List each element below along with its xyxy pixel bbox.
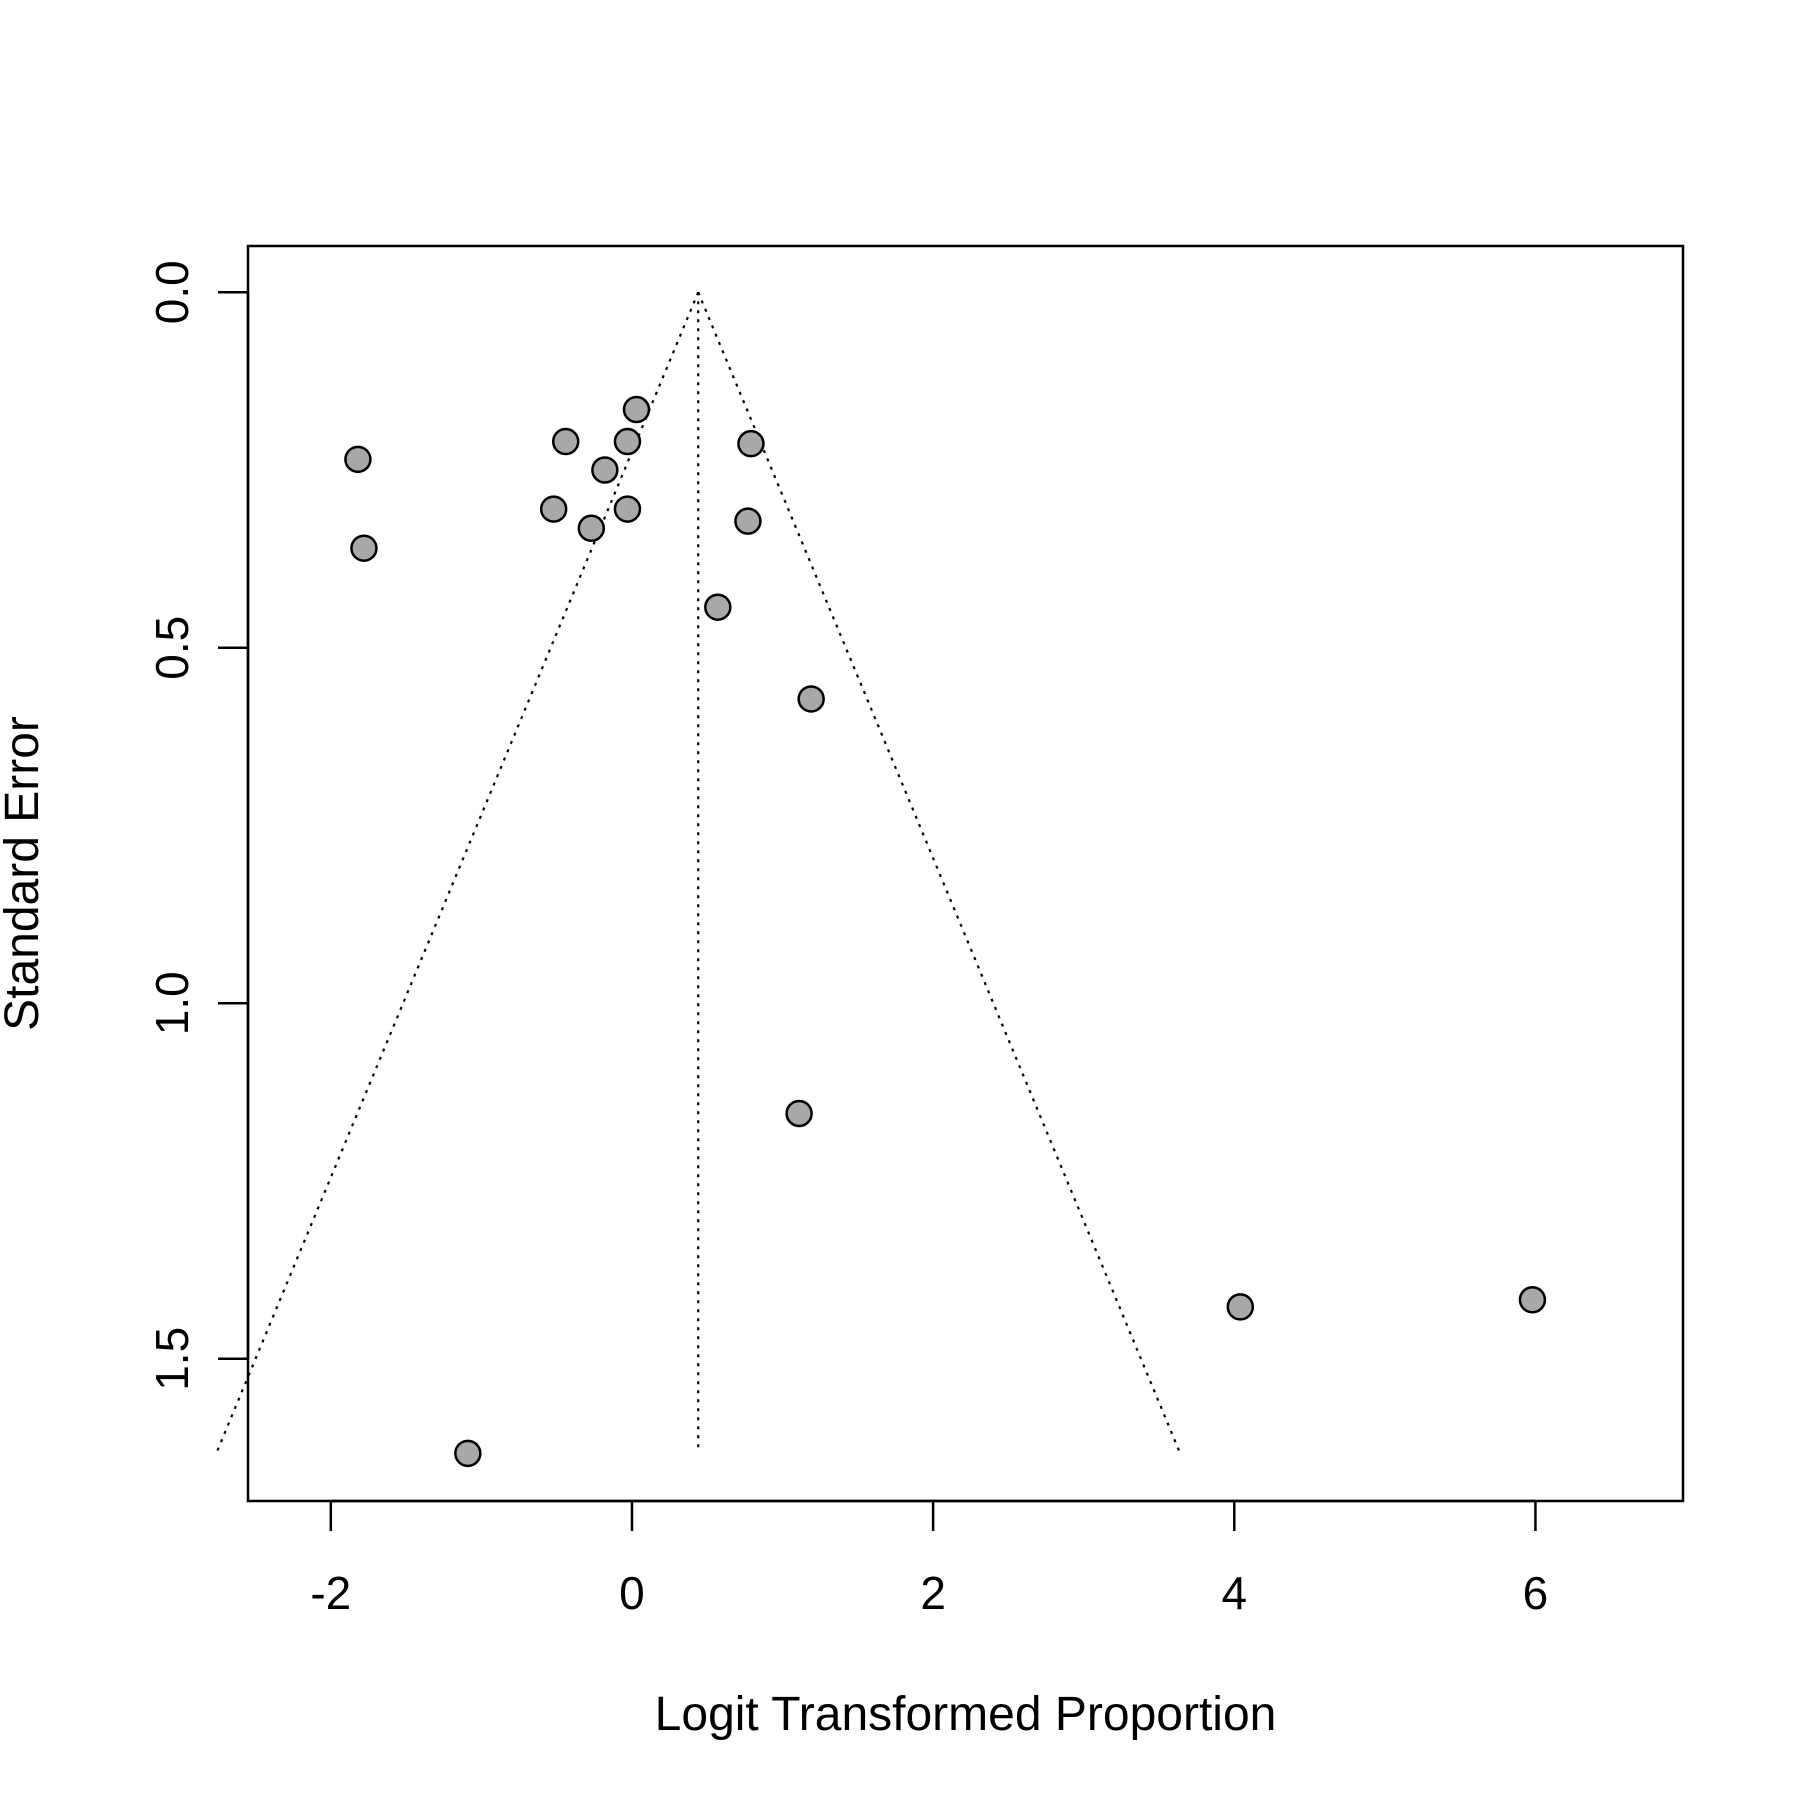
x-tick-label: 2 bbox=[920, 1567, 946, 1619]
x-axis-label: Logit Transformed Proportion bbox=[655, 1688, 1277, 1741]
data-point bbox=[1518, 1286, 1547, 1314]
plot-frame bbox=[246, 244, 1685, 1503]
data-point bbox=[551, 427, 580, 456]
data-point bbox=[622, 395, 651, 424]
data-point bbox=[539, 495, 568, 523]
y-axis-label: Standard Error bbox=[0, 716, 49, 1031]
data-point bbox=[454, 1439, 482, 1468]
x-tick-label: -2 bbox=[310, 1567, 351, 1619]
data-point bbox=[704, 593, 732, 621]
y-tick-label: 0.0 bbox=[146, 260, 198, 324]
data-point bbox=[734, 507, 762, 535]
y-axis: 0.0 0.5 1.0 1.5 bbox=[146, 260, 250, 1391]
y-tick-label: 0.5 bbox=[146, 616, 198, 680]
data-point bbox=[591, 456, 619, 484]
funnel-lines bbox=[216, 291, 1181, 1452]
x-tick-label: 6 bbox=[1523, 1567, 1549, 1619]
data-point bbox=[1226, 1293, 1255, 1321]
data-point bbox=[613, 427, 642, 456]
funnel-right-limit bbox=[697, 291, 1181, 1452]
data-point bbox=[797, 685, 825, 713]
x-tick-label: 4 bbox=[1221, 1567, 1247, 1619]
data-point bbox=[785, 1099, 813, 1128]
funnel-left-limit bbox=[216, 291, 700, 1452]
data-point bbox=[613, 495, 642, 523]
data-points bbox=[344, 395, 1547, 1468]
data-point bbox=[737, 429, 765, 458]
y-tick-label: 1.5 bbox=[146, 1327, 198, 1391]
data-point bbox=[350, 534, 378, 562]
data-point bbox=[577, 514, 606, 543]
y-tick-label: 1.0 bbox=[146, 971, 198, 1035]
data-point bbox=[344, 445, 372, 474]
x-axis: -2 0 2 4 6 bbox=[310, 1499, 1549, 1619]
x-tick-label: 0 bbox=[619, 1567, 645, 1619]
